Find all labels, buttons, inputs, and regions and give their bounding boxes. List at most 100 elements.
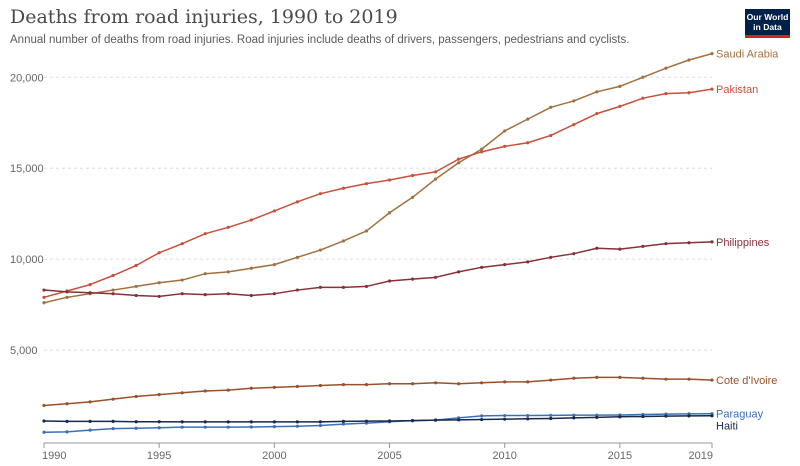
data-point <box>341 285 346 289</box>
data-point <box>480 147 484 151</box>
data-point <box>42 295 46 299</box>
data-point <box>65 295 69 299</box>
chart-title: Deaths from road injuries, 1990 to 2019 <box>10 6 398 28</box>
series-pakistan <box>42 87 714 299</box>
data-point <box>387 419 392 423</box>
data-point <box>433 275 438 279</box>
data-point <box>65 402 69 406</box>
data-point <box>180 391 184 395</box>
data-point <box>157 426 161 430</box>
owid-logo[interactable]: Our World in Data <box>745 9 790 38</box>
data-point <box>318 420 323 424</box>
data-point <box>710 52 714 56</box>
x-tick-label: 2010 <box>492 450 516 462</box>
data-point <box>664 66 668 70</box>
data-point <box>203 420 207 424</box>
data-point <box>549 133 553 138</box>
data-point <box>134 284 138 289</box>
series-paraguay <box>42 412 714 434</box>
data-point <box>318 248 323 252</box>
data-point <box>180 242 184 246</box>
data-point <box>595 415 599 419</box>
x-tick-label: 2005 <box>377 450 401 462</box>
data-point <box>664 242 668 246</box>
data-point <box>641 75 645 79</box>
data-point <box>641 376 645 380</box>
data-point <box>203 232 207 236</box>
series-philippines <box>42 240 714 299</box>
data-point <box>549 255 553 259</box>
data-point <box>457 157 461 161</box>
series-cote-d-ivoire <box>42 375 714 408</box>
data-point <box>180 278 184 282</box>
x-tick-label: 1990 <box>42 450 66 462</box>
data-point <box>503 413 507 418</box>
data-point <box>341 422 346 426</box>
data-point <box>42 430 46 434</box>
data-point <box>42 301 46 305</box>
data-point <box>249 425 253 429</box>
data-point <box>111 419 115 423</box>
data-point <box>180 420 184 424</box>
series-labels: Saudi Arabia Pakistan Philippines Cote d'Iv… <box>716 49 779 433</box>
data-point <box>687 58 691 62</box>
data-point <box>226 225 230 229</box>
data-point <box>272 420 276 424</box>
data-point <box>134 426 138 430</box>
data-point <box>710 87 714 91</box>
data-point <box>503 380 507 384</box>
data-point <box>526 260 530 264</box>
data-point <box>295 384 299 389</box>
data-point <box>457 382 461 386</box>
series-line <box>43 412 713 434</box>
y-axis: 5,000 10,000 15,000 20,000 <box>10 72 44 357</box>
series-line <box>43 414 713 423</box>
data-point <box>226 425 230 429</box>
series-line <box>43 88 713 299</box>
data-point <box>65 430 69 434</box>
data-point <box>134 263 138 268</box>
data-point <box>503 129 507 133</box>
data-point <box>687 91 691 95</box>
series-line <box>43 376 713 407</box>
data-point <box>295 424 299 428</box>
series-label: Pakistan <box>716 84 758 96</box>
data-point <box>572 99 576 103</box>
data-point <box>618 84 622 88</box>
data-point <box>641 244 645 249</box>
data-point <box>157 420 161 424</box>
data-point <box>111 397 115 401</box>
data-point <box>526 417 530 421</box>
data-point <box>364 419 369 423</box>
data-point <box>572 416 576 420</box>
data-point <box>710 378 714 382</box>
data-point <box>480 417 484 422</box>
data-point <box>65 419 69 423</box>
data-point <box>433 418 438 422</box>
data-point <box>203 272 207 276</box>
data-point <box>111 273 115 278</box>
series-line <box>43 241 713 298</box>
data-point <box>88 291 92 295</box>
data-point <box>572 122 576 127</box>
logo-line1: Our World <box>746 12 789 22</box>
data-point <box>503 144 507 148</box>
data-point <box>157 294 161 299</box>
data-point <box>88 419 92 423</box>
x-tick-label: 2015 <box>608 450 632 462</box>
data-point <box>203 425 207 429</box>
data-point <box>572 413 576 417</box>
data-point <box>364 383 369 387</box>
data-point <box>549 105 553 109</box>
data-point <box>503 262 507 267</box>
data-point <box>341 186 346 190</box>
data-point <box>249 266 253 270</box>
data-point <box>410 382 415 386</box>
data-point <box>295 288 299 292</box>
data-point <box>180 425 184 429</box>
data-point <box>318 383 323 388</box>
data-point <box>157 281 161 285</box>
data-point <box>226 388 230 392</box>
y-tick-label: 5,000 <box>10 345 38 357</box>
